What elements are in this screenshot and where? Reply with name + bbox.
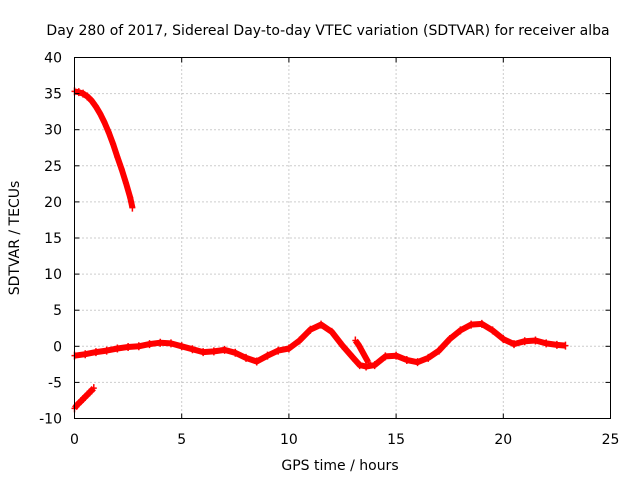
data-point (328, 327, 335, 336)
data-point (457, 326, 464, 335)
data-point (478, 319, 485, 328)
x-tick-label: 0 (70, 432, 79, 448)
y-tick-label: 10 (44, 267, 62, 283)
data-point (275, 346, 282, 355)
data-point (489, 326, 496, 335)
data-point (352, 336, 359, 345)
data-point (221, 345, 228, 354)
data-point (88, 96, 95, 105)
x-tick-label: 25 (602, 432, 620, 448)
data-point (127, 193, 134, 202)
data-point (75, 88, 82, 97)
data-point (553, 340, 560, 349)
data-point (167, 339, 174, 348)
data-point (135, 342, 142, 351)
data-point (339, 341, 346, 350)
data-point (253, 357, 260, 366)
data-point (425, 353, 432, 362)
data-point (532, 336, 539, 345)
data-point (114, 344, 121, 353)
data-layer (71, 87, 569, 413)
data-point (403, 356, 410, 365)
grid-layer (74, 57, 611, 419)
data-point (382, 352, 389, 361)
data-point (414, 358, 421, 367)
y-tick-label: 30 (44, 123, 62, 139)
data-point (129, 203, 136, 212)
data-point (362, 352, 369, 361)
x-tick-label: 15 (387, 432, 405, 448)
data-point (318, 320, 325, 329)
data-point (110, 140, 117, 149)
y-tick-label: 20 (44, 195, 62, 211)
data-point (435, 346, 442, 355)
data-point (80, 89, 87, 98)
data-point (146, 340, 153, 349)
data-point (365, 358, 372, 367)
data-point (101, 118, 108, 127)
x-tick-label: 5 (177, 432, 186, 448)
series-negative-start (72, 386, 96, 411)
data-point (350, 353, 357, 362)
data-point (296, 336, 303, 345)
data-point (105, 128, 112, 137)
data-point (103, 346, 110, 355)
data-point (511, 340, 518, 349)
y-tick-label: 15 (44, 231, 62, 247)
series-early-decay (73, 88, 136, 209)
data-point (97, 109, 104, 118)
data-point (210, 347, 217, 356)
data-point (393, 351, 400, 360)
y-tick-label: 25 (44, 159, 62, 175)
y-tick-label: 5 (53, 303, 62, 319)
data-point (521, 337, 528, 346)
y-tick-label: -5 (48, 375, 62, 391)
data-point (84, 92, 91, 101)
data-point (446, 335, 453, 344)
x-tick-label: 20 (494, 432, 512, 448)
data-point (178, 342, 185, 351)
data-point (468, 320, 475, 329)
data-point (356, 361, 363, 370)
data-point (114, 153, 121, 162)
x-axis-label: GPS time / hours (281, 458, 398, 474)
data-point (200, 348, 207, 357)
data-point (358, 346, 365, 355)
y-axis-label: SDTVAR / TECUs (7, 181, 23, 296)
data-point (82, 350, 89, 359)
data-point (118, 165, 125, 174)
y-tick-label: -10 (39, 412, 62, 428)
tick-layer: 0 5 10 15 20 25 -10 -5 0 5 10 15 20 25 30 35 40 (39, 51, 619, 449)
y-tick-label: 40 (44, 51, 62, 67)
data-point (371, 361, 378, 370)
data-point (285, 344, 292, 353)
data-point (189, 345, 196, 354)
data-point (543, 339, 550, 348)
data-point (243, 353, 250, 362)
y-tick-label: 0 (53, 339, 62, 355)
data-point (363, 362, 370, 371)
data-point (355, 340, 362, 349)
data-point (90, 384, 97, 393)
data-point (264, 351, 271, 360)
x-tick-label: 10 (280, 432, 298, 448)
y-tick-label: 35 (44, 87, 62, 103)
data-point (232, 348, 239, 357)
data-point (125, 343, 132, 352)
data-point (122, 179, 129, 188)
data-point (307, 325, 314, 334)
data-point (157, 338, 164, 347)
data-point (92, 348, 99, 357)
data-point (500, 335, 507, 344)
data-point (92, 102, 99, 111)
data-point (562, 341, 569, 350)
chart-title: Day 280 of 2017, Sidereal Day-to-day VTE… (46, 23, 609, 39)
